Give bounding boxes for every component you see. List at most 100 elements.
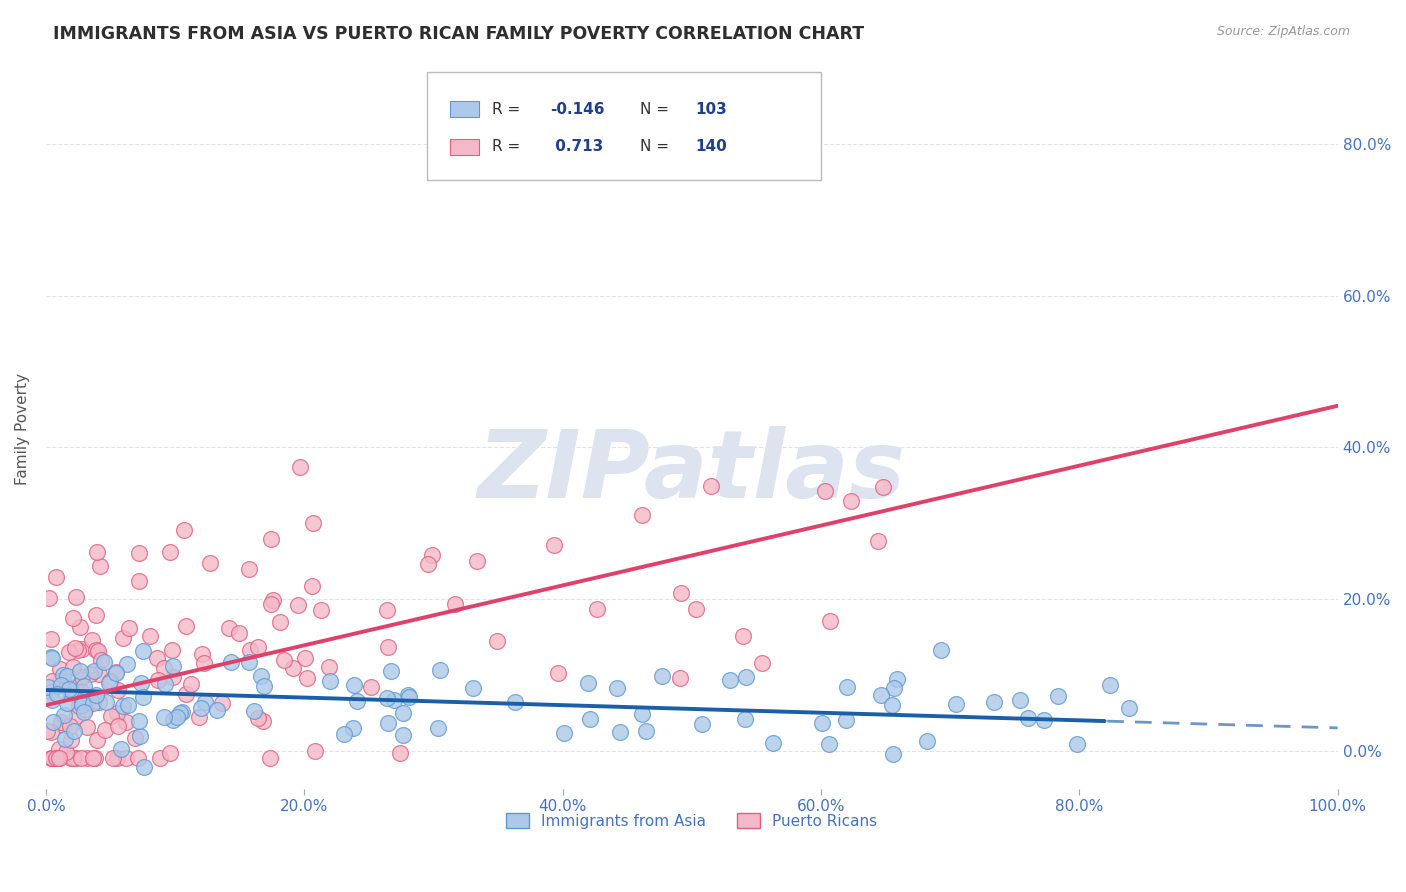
Point <box>259 751 281 765</box>
Point <box>45 751 67 765</box>
Point <box>319 673 342 688</box>
Point <box>1017 711 1039 725</box>
Point <box>1118 700 1140 714</box>
Point <box>48 741 70 756</box>
Point <box>76 751 98 765</box>
Point <box>343 678 366 692</box>
Point <box>915 733 938 747</box>
Point <box>65 640 87 655</box>
Point <box>835 714 858 728</box>
Point <box>392 706 415 720</box>
Point <box>73 679 96 693</box>
Point <box>269 615 291 629</box>
Point <box>55 696 77 710</box>
Point <box>37 680 59 694</box>
Point <box>162 713 184 727</box>
Point <box>485 634 508 648</box>
Point <box>1047 689 1070 703</box>
Point <box>107 683 129 698</box>
Point <box>685 602 707 616</box>
Point <box>166 710 188 724</box>
Point <box>127 751 149 765</box>
Point <box>700 478 723 492</box>
Text: 140: 140 <box>696 139 727 154</box>
Point <box>250 669 273 683</box>
Point <box>219 655 242 669</box>
Point <box>62 659 84 673</box>
Point <box>461 681 484 695</box>
Point <box>418 557 440 571</box>
Point <box>360 680 382 694</box>
Point <box>52 667 75 681</box>
Point <box>194 695 217 709</box>
Point <box>342 721 364 735</box>
Point <box>48 751 70 765</box>
Point <box>273 653 295 667</box>
Point <box>129 729 152 743</box>
Point <box>72 706 94 720</box>
Point <box>382 693 405 707</box>
Point <box>86 644 108 658</box>
Point <box>818 738 841 752</box>
Point <box>66 642 89 657</box>
Point <box>39 632 62 646</box>
Point <box>62 751 84 765</box>
Point <box>105 665 128 679</box>
Point <box>238 642 260 657</box>
Point <box>228 626 250 640</box>
Point <box>392 729 415 743</box>
Point <box>94 723 117 737</box>
Point <box>52 708 75 723</box>
Point <box>205 703 228 717</box>
Point <box>191 647 214 661</box>
Legend: Immigrants from Asia, Puerto Ricans: Immigrants from Asia, Puerto Ricans <box>501 806 883 835</box>
Point <box>576 676 599 690</box>
Point <box>139 629 162 643</box>
Point <box>465 554 488 568</box>
Point <box>377 716 399 731</box>
Point <box>380 664 402 678</box>
Point <box>45 687 67 701</box>
Point <box>111 631 134 645</box>
Point <box>169 706 191 720</box>
Point <box>107 719 129 733</box>
Point <box>132 644 155 658</box>
Point <box>75 702 97 716</box>
Point <box>70 696 93 710</box>
Point <box>188 710 211 724</box>
Point <box>59 751 82 765</box>
Point <box>63 723 86 738</box>
Point <box>93 655 115 669</box>
Point <box>193 656 215 670</box>
Point <box>318 659 340 673</box>
Point <box>190 701 212 715</box>
Point <box>669 586 692 600</box>
Point <box>841 493 863 508</box>
Point <box>606 681 628 696</box>
Point <box>69 698 91 713</box>
Point <box>52 718 75 732</box>
Point <box>398 690 420 705</box>
Point <box>1010 693 1032 707</box>
Point <box>128 546 150 560</box>
Point <box>115 715 138 730</box>
Point <box>945 697 967 711</box>
Point <box>396 688 419 702</box>
Point <box>631 508 654 522</box>
Point <box>58 645 80 659</box>
Point <box>45 570 67 584</box>
Point <box>89 695 111 709</box>
Text: R =: R = <box>492 139 524 154</box>
Point <box>84 643 107 657</box>
Point <box>733 629 755 643</box>
Text: -0.146: -0.146 <box>550 102 605 117</box>
Point <box>174 687 197 701</box>
Point <box>86 733 108 747</box>
Point <box>153 677 176 691</box>
Point <box>260 532 283 546</box>
Point <box>41 673 63 688</box>
Point <box>505 695 527 709</box>
Point <box>110 742 132 756</box>
Point <box>377 640 399 654</box>
Point <box>98 673 121 688</box>
